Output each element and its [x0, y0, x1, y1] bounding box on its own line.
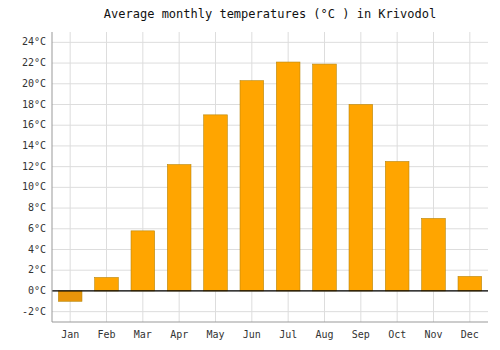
bars: [58, 62, 481, 301]
zero-line: [52, 290, 488, 291]
x-tick-label: Oct: [388, 329, 406, 340]
bar: [58, 291, 82, 301]
x-tick-label: Apr: [170, 329, 188, 340]
y-tick-label: 20°C: [22, 78, 46, 89]
chart: -2°C 0°C 2°C 4°C 6°C 8°C 10°C 12°C 14°C 16°C 18°C 2…: [0, 0, 500, 350]
y-tick-label: 24°C: [22, 36, 46, 47]
y-grid-line: [52, 42, 488, 43]
y-tick-label: -2°C: [22, 306, 46, 317]
y-grid-line: [52, 311, 488, 312]
bar: [385, 161, 409, 290]
x-tick-label: Nov: [424, 329, 442, 340]
title: Average monthly temperatures (°C ) in Kr…: [104, 7, 436, 21]
y-tick-label: 14°C: [22, 140, 46, 151]
y-grid-line: [52, 187, 488, 188]
bar: [422, 218, 446, 291]
bar: [313, 64, 337, 291]
x-tick-label: Jun: [243, 329, 261, 340]
y-tick-label: 4°C: [28, 244, 46, 255]
x-tick-label: Dec: [461, 329, 479, 340]
x-tick-label: Jan: [61, 329, 79, 340]
bar: [458, 276, 482, 291]
y-tick-label: 22°C: [22, 57, 46, 68]
x-grid-line: [70, 32, 71, 322]
y-grid-line: [52, 145, 488, 146]
y-grid-line: [52, 208, 488, 209]
y-tick-label: 12°C: [22, 161, 46, 172]
y-grid-line: [52, 166, 488, 167]
bar: [276, 62, 300, 291]
bar: [131, 231, 155, 291]
y-grid-line: [52, 83, 488, 84]
x-tick-label: Jul: [279, 329, 297, 340]
y-tick-label: 10°C: [22, 181, 46, 192]
x-tick-label: Mar: [134, 329, 152, 340]
x-axis-line: [52, 322, 488, 323]
y-grid-line: [52, 125, 488, 126]
x-tick-label: Feb: [97, 329, 115, 340]
y-grid-line: [52, 290, 488, 291]
y-tick-label: 8°C: [28, 202, 46, 213]
x-tick-label: May: [206, 329, 224, 340]
x-tick-label: Sep: [352, 329, 370, 340]
bar: [240, 81, 264, 291]
y-axis-line: [52, 32, 53, 322]
y-tick-label: 2°C: [28, 264, 46, 275]
y-tick-label: 16°C: [22, 119, 46, 130]
grid: [52, 32, 488, 322]
bar: [204, 115, 228, 291]
y-tick-label: 6°C: [28, 223, 46, 234]
bar: [349, 105, 373, 291]
y-tick-label: 18°C: [22, 99, 46, 110]
y-grid-line: [52, 104, 488, 105]
bar: [167, 165, 191, 291]
x-tick-label: Aug: [315, 329, 333, 340]
y-tick-label: 0°C: [28, 285, 46, 296]
bar: [95, 277, 119, 290]
y-grid-line: [52, 63, 488, 64]
